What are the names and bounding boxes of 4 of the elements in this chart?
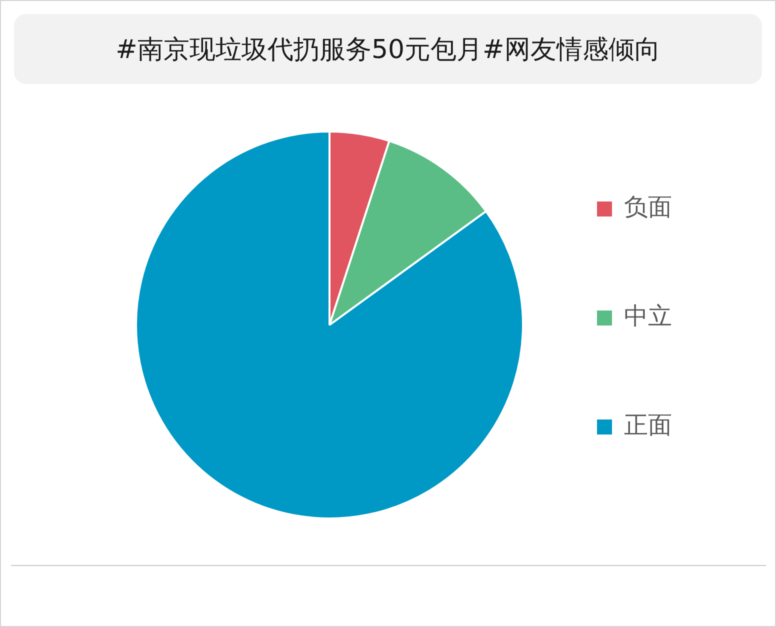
chart-title: #南京现垃圾代扔服务50元包月#网友情感倾向: [116, 34, 660, 66]
legend-label: 中立: [624, 302, 672, 330]
legend-label: 负面: [624, 193, 672, 222]
legend-label: 正面: [624, 411, 672, 440]
